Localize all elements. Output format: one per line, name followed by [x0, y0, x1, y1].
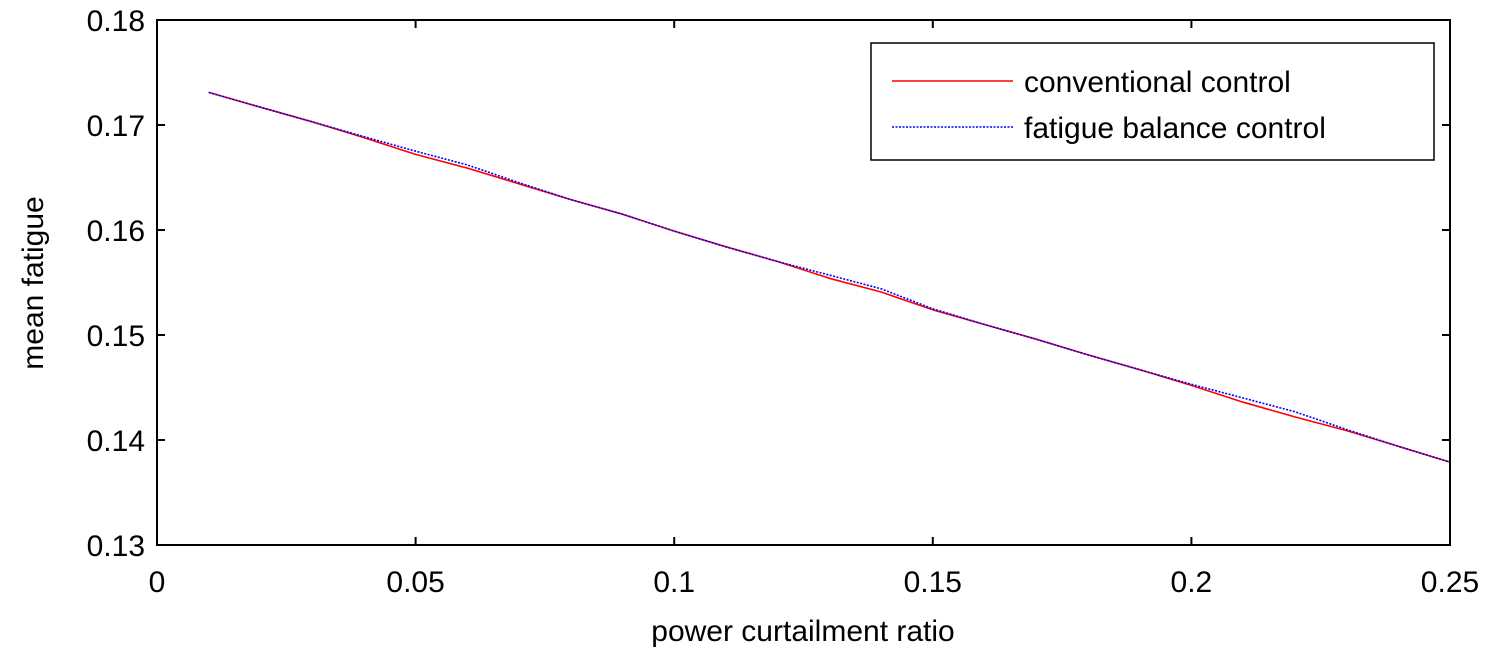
y-tick-label: 0.14 — [87, 425, 145, 458]
ticks-layer — [156, 19, 1451, 546]
x-tick-label: 0.1 — [653, 566, 695, 599]
y-tick-labels: 0.13 0.14 0.15 0.16 0.17 0.18 — [87, 5, 145, 563]
x-tick-label: 0 — [149, 566, 166, 599]
x-axis-label: power curtailment ratio — [651, 615, 954, 648]
y-tick-label: 0.16 — [87, 215, 145, 248]
y-tick-label: 0.17 — [87, 110, 145, 143]
series-line-conventional-control — [208, 91, 1451, 463]
legend-box — [870, 42, 1435, 161]
legend: conventional control fatigue balance con… — [870, 42, 1435, 161]
y-tick-label: 0.13 — [87, 530, 145, 563]
y-tick-label: 0.15 — [87, 320, 145, 353]
y-axis-label: mean fatigue — [17, 196, 50, 369]
x-tick-label: 0.25 — [1421, 566, 1479, 599]
series-layer — [208, 91, 1451, 463]
legend-label-conventional-control: conventional control — [1024, 66, 1291, 99]
x-tick-labels: 0 0.05 0.1 0.15 0.2 0.25 — [149, 566, 1480, 599]
x-tick-label: 0.05 — [386, 566, 444, 599]
legend-label-fatigue-balance-control: fatigue balance control — [1024, 112, 1326, 145]
axes-box — [156, 19, 1451, 546]
series-line-fatigue-balance-control — [208, 91, 1451, 463]
y-tick-label: 0.18 — [87, 5, 145, 38]
x-tick-label: 0.2 — [1171, 566, 1213, 599]
x-tick-label: 0.15 — [904, 566, 962, 599]
